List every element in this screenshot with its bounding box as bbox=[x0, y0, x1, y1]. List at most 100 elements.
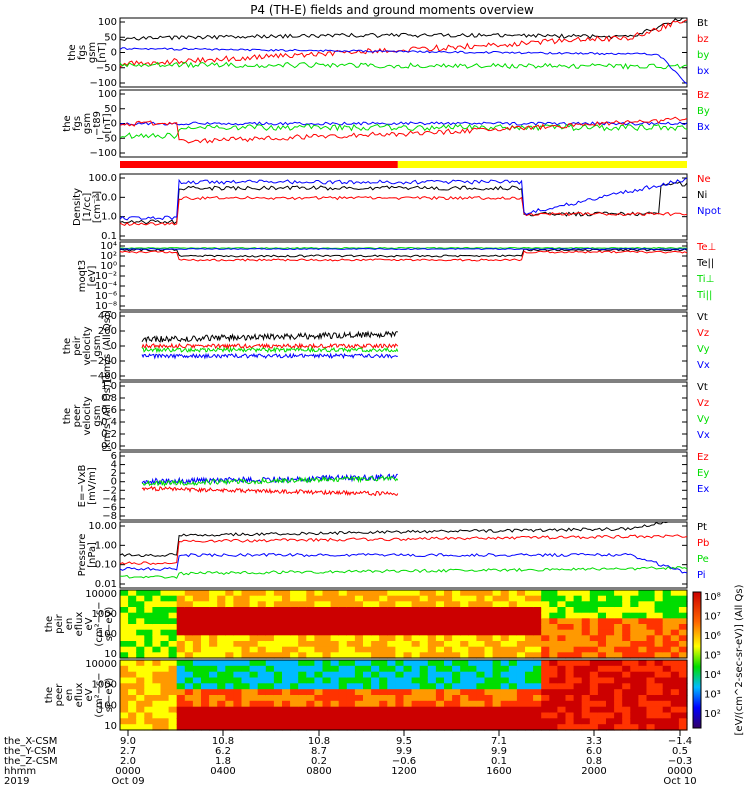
spectrogram-cell bbox=[217, 677, 226, 684]
spectrogram-cell bbox=[144, 590, 153, 597]
spectrogram-cell bbox=[533, 601, 542, 608]
spectrogram-cell bbox=[298, 629, 307, 636]
spectrogram-cell bbox=[120, 641, 129, 648]
spectrogram-cell bbox=[136, 677, 145, 684]
spectrogram-cell bbox=[346, 595, 356, 602]
spectrogram-cell bbox=[225, 689, 234, 696]
spectrogram-cell bbox=[533, 635, 542, 642]
spectrogram-cell bbox=[549, 618, 558, 625]
spectrogram-cell bbox=[435, 646, 445, 653]
legend-entry: Pi bbox=[697, 570, 706, 581]
spectrogram-cell bbox=[557, 695, 567, 702]
spectrogram-cell bbox=[363, 712, 372, 719]
spectrogram-cell bbox=[670, 724, 680, 731]
spectrogram-cell bbox=[233, 612, 243, 619]
spectrogram-cell bbox=[622, 618, 631, 625]
spectrogram-cell bbox=[597, 624, 607, 631]
spectrogram-cell bbox=[346, 695, 356, 702]
spectrogram-cell bbox=[589, 641, 599, 648]
spectrogram-cell bbox=[508, 689, 518, 696]
spectrogram-cell bbox=[160, 612, 170, 619]
spectrogram-cell bbox=[646, 641, 656, 648]
spectrogram-cell bbox=[298, 641, 307, 648]
spectrogram-cell bbox=[597, 652, 607, 659]
spectrogram-cell bbox=[354, 624, 364, 631]
spectrogram-cell bbox=[379, 677, 388, 684]
spectrogram-cell bbox=[201, 718, 210, 725]
spectrogram-cell bbox=[533, 607, 542, 614]
spectrogram-cell bbox=[346, 706, 356, 714]
spectrogram-cell bbox=[525, 712, 534, 719]
spectrogram-cell bbox=[314, 629, 324, 636]
spectrogram-cell bbox=[168, 724, 178, 731]
spectrogram-cell bbox=[411, 595, 421, 602]
spectrogram-cell bbox=[492, 641, 502, 648]
spectrogram-cell bbox=[330, 724, 340, 731]
y-axis-label-line: [1/cc] bbox=[82, 193, 93, 222]
spectrogram-cell bbox=[638, 612, 648, 619]
spectrogram-cell bbox=[508, 635, 518, 642]
spectrogram-cell bbox=[581, 590, 591, 597]
spectrogram-cell bbox=[403, 712, 413, 719]
y-tick-label: 10⁻² bbox=[95, 271, 117, 282]
y-axis-label: thepeirenefluxeV(cm²−s−sr−eV) bbox=[44, 601, 115, 646]
spectrogram-cell bbox=[435, 695, 445, 702]
spectrogram-cell bbox=[614, 700, 623, 708]
y-tick-label: 10.00 bbox=[88, 521, 117, 532]
spectrogram-cell bbox=[662, 624, 672, 631]
series-Ti bbox=[119, 246, 688, 250]
spectrogram-cell bbox=[508, 629, 518, 636]
spectrogram-cell bbox=[678, 677, 688, 684]
spectrogram-cell bbox=[160, 590, 170, 597]
spectrogram-cell bbox=[160, 652, 170, 659]
spectrogram-cell bbox=[225, 646, 234, 653]
spectrogram-cell bbox=[144, 612, 153, 619]
spectrogram-cell bbox=[444, 618, 453, 625]
spectrogram-cell bbox=[128, 677, 137, 684]
spectrogram-cell bbox=[176, 671, 186, 679]
spectrogram-cell bbox=[638, 590, 648, 597]
spectrogram-cell bbox=[387, 595, 396, 602]
spectrogram-cell bbox=[322, 646, 332, 653]
spectrogram-cell bbox=[516, 671, 526, 679]
spectrogram-cell bbox=[249, 652, 259, 659]
spectrogram-cell bbox=[120, 671, 129, 679]
colorbar-tick-label: 10⁷ bbox=[704, 612, 721, 623]
spectrogram-cell bbox=[249, 601, 259, 608]
spectrogram-cell bbox=[201, 612, 210, 619]
spectrogram-cell bbox=[468, 712, 477, 719]
spectrogram-cell bbox=[241, 689, 251, 696]
spectrogram-cell bbox=[565, 595, 575, 602]
spectrogram-cell bbox=[565, 624, 575, 631]
y-axis-label: Pressure[nPa] bbox=[77, 534, 98, 577]
spectrogram-cell bbox=[136, 646, 145, 653]
spectrogram-cell bbox=[209, 671, 218, 679]
panels: 100500−50−100thefgsgsm[nT]Btbzbybx100500… bbox=[44, 17, 721, 732]
spectrogram-cell bbox=[557, 700, 567, 708]
spectrogram-cell bbox=[241, 595, 251, 602]
spectrogram-cell bbox=[298, 671, 307, 679]
spectrogram-cell bbox=[379, 595, 388, 602]
spectrogram-cell bbox=[120, 624, 129, 631]
spectrogram-cell bbox=[630, 724, 639, 731]
spectrogram-cell bbox=[298, 700, 307, 708]
spectrogram-cell bbox=[136, 700, 145, 708]
spectrogram-cell bbox=[201, 590, 210, 597]
spectrogram-cell bbox=[330, 607, 340, 614]
spectrogram-cell bbox=[541, 612, 550, 619]
spectrogram-cell bbox=[606, 618, 615, 625]
spectrogram-cell bbox=[128, 652, 137, 659]
spectrogram-cell bbox=[638, 677, 648, 684]
spectrogram-cell bbox=[411, 677, 421, 684]
spectrogram-cell bbox=[597, 590, 607, 597]
spectrogram-cell bbox=[257, 671, 267, 679]
y-tick-label: −50 bbox=[96, 63, 117, 74]
spectrogram-cell bbox=[541, 724, 550, 731]
spectrogram-cell bbox=[152, 689, 162, 696]
spectrogram-cell bbox=[549, 635, 558, 642]
spectrogram-cell bbox=[638, 601, 648, 608]
spectrogram-cell bbox=[500, 607, 510, 614]
spectrogram-cell bbox=[678, 607, 688, 614]
spectrogram-cell bbox=[654, 590, 664, 597]
